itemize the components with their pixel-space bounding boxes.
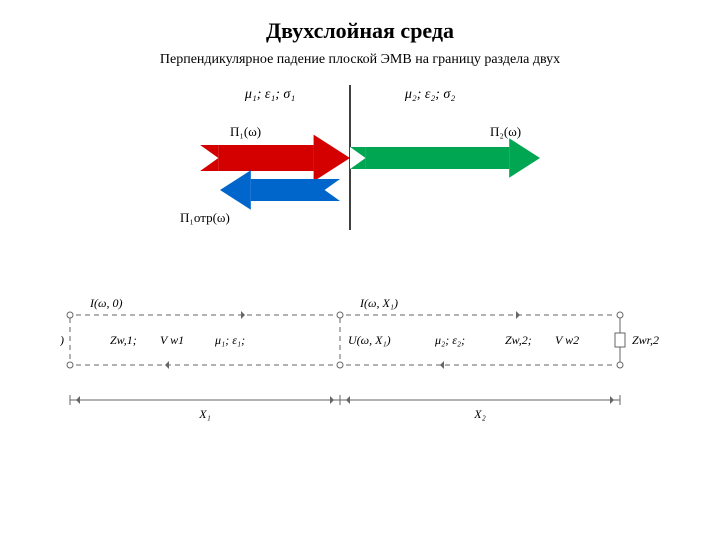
svg-text:μ₂; ε₂; σ₂: μ₂; ε₂; σ₂ <box>404 87 456 102</box>
svg-text:I(ω, X₁): I(ω, X₁) <box>359 296 398 310</box>
svg-text:μ₁; ε₁; σ₁: μ₁; ε₁; σ₁ <box>244 87 295 102</box>
svg-text:μ₁; ε₁;: μ₁; ε₁; <box>214 333 245 347</box>
svg-text:V w2: V w2 <box>555 333 579 347</box>
svg-text:μ₂; ε₂;: μ₂; ε₂; <box>434 333 465 347</box>
svg-text:V w1: V w1 <box>160 333 184 347</box>
svg-text:Zwr,2: Zwr,2 <box>632 333 659 347</box>
page-subtitle: Перпендикулярное падение плоской ЭМВ на … <box>0 52 720 68</box>
page-title: Двухслойная среда <box>0 18 720 44</box>
svg-text:X₂: X₂ <box>473 407 486 421</box>
svg-text:П₂(ω): П₂(ω) <box>490 124 521 139</box>
svg-text:U(ω, X₁): U(ω, X₁) <box>348 333 391 347</box>
svg-text:Zw,1;: Zw,1; <box>110 333 137 347</box>
svg-text:U(ω, 0): U(ω, 0) <box>60 333 64 347</box>
svg-text:П₁(ω): П₁(ω) <box>230 124 261 139</box>
svg-text:Zw,2;: Zw,2; <box>505 333 532 347</box>
svg-text:X₁: X₁ <box>198 407 211 421</box>
lower-diagram: X₁ X₂ I(ω, 0) I(ω, X₁) U(ω, 0) U(ω, X₁) Zw,1; V… <box>60 280 660 450</box>
svg-text:П₁отр(ω): П₁отр(ω) <box>180 210 230 225</box>
svg-text:I(ω, 0): I(ω, 0) <box>89 296 122 310</box>
upper-diagram: μ₁; ε₁; σ₁ μ₂; ε₂; σ₂ П₁(ω) П₂(ω) П₁отр(ω) <box>140 80 580 250</box>
